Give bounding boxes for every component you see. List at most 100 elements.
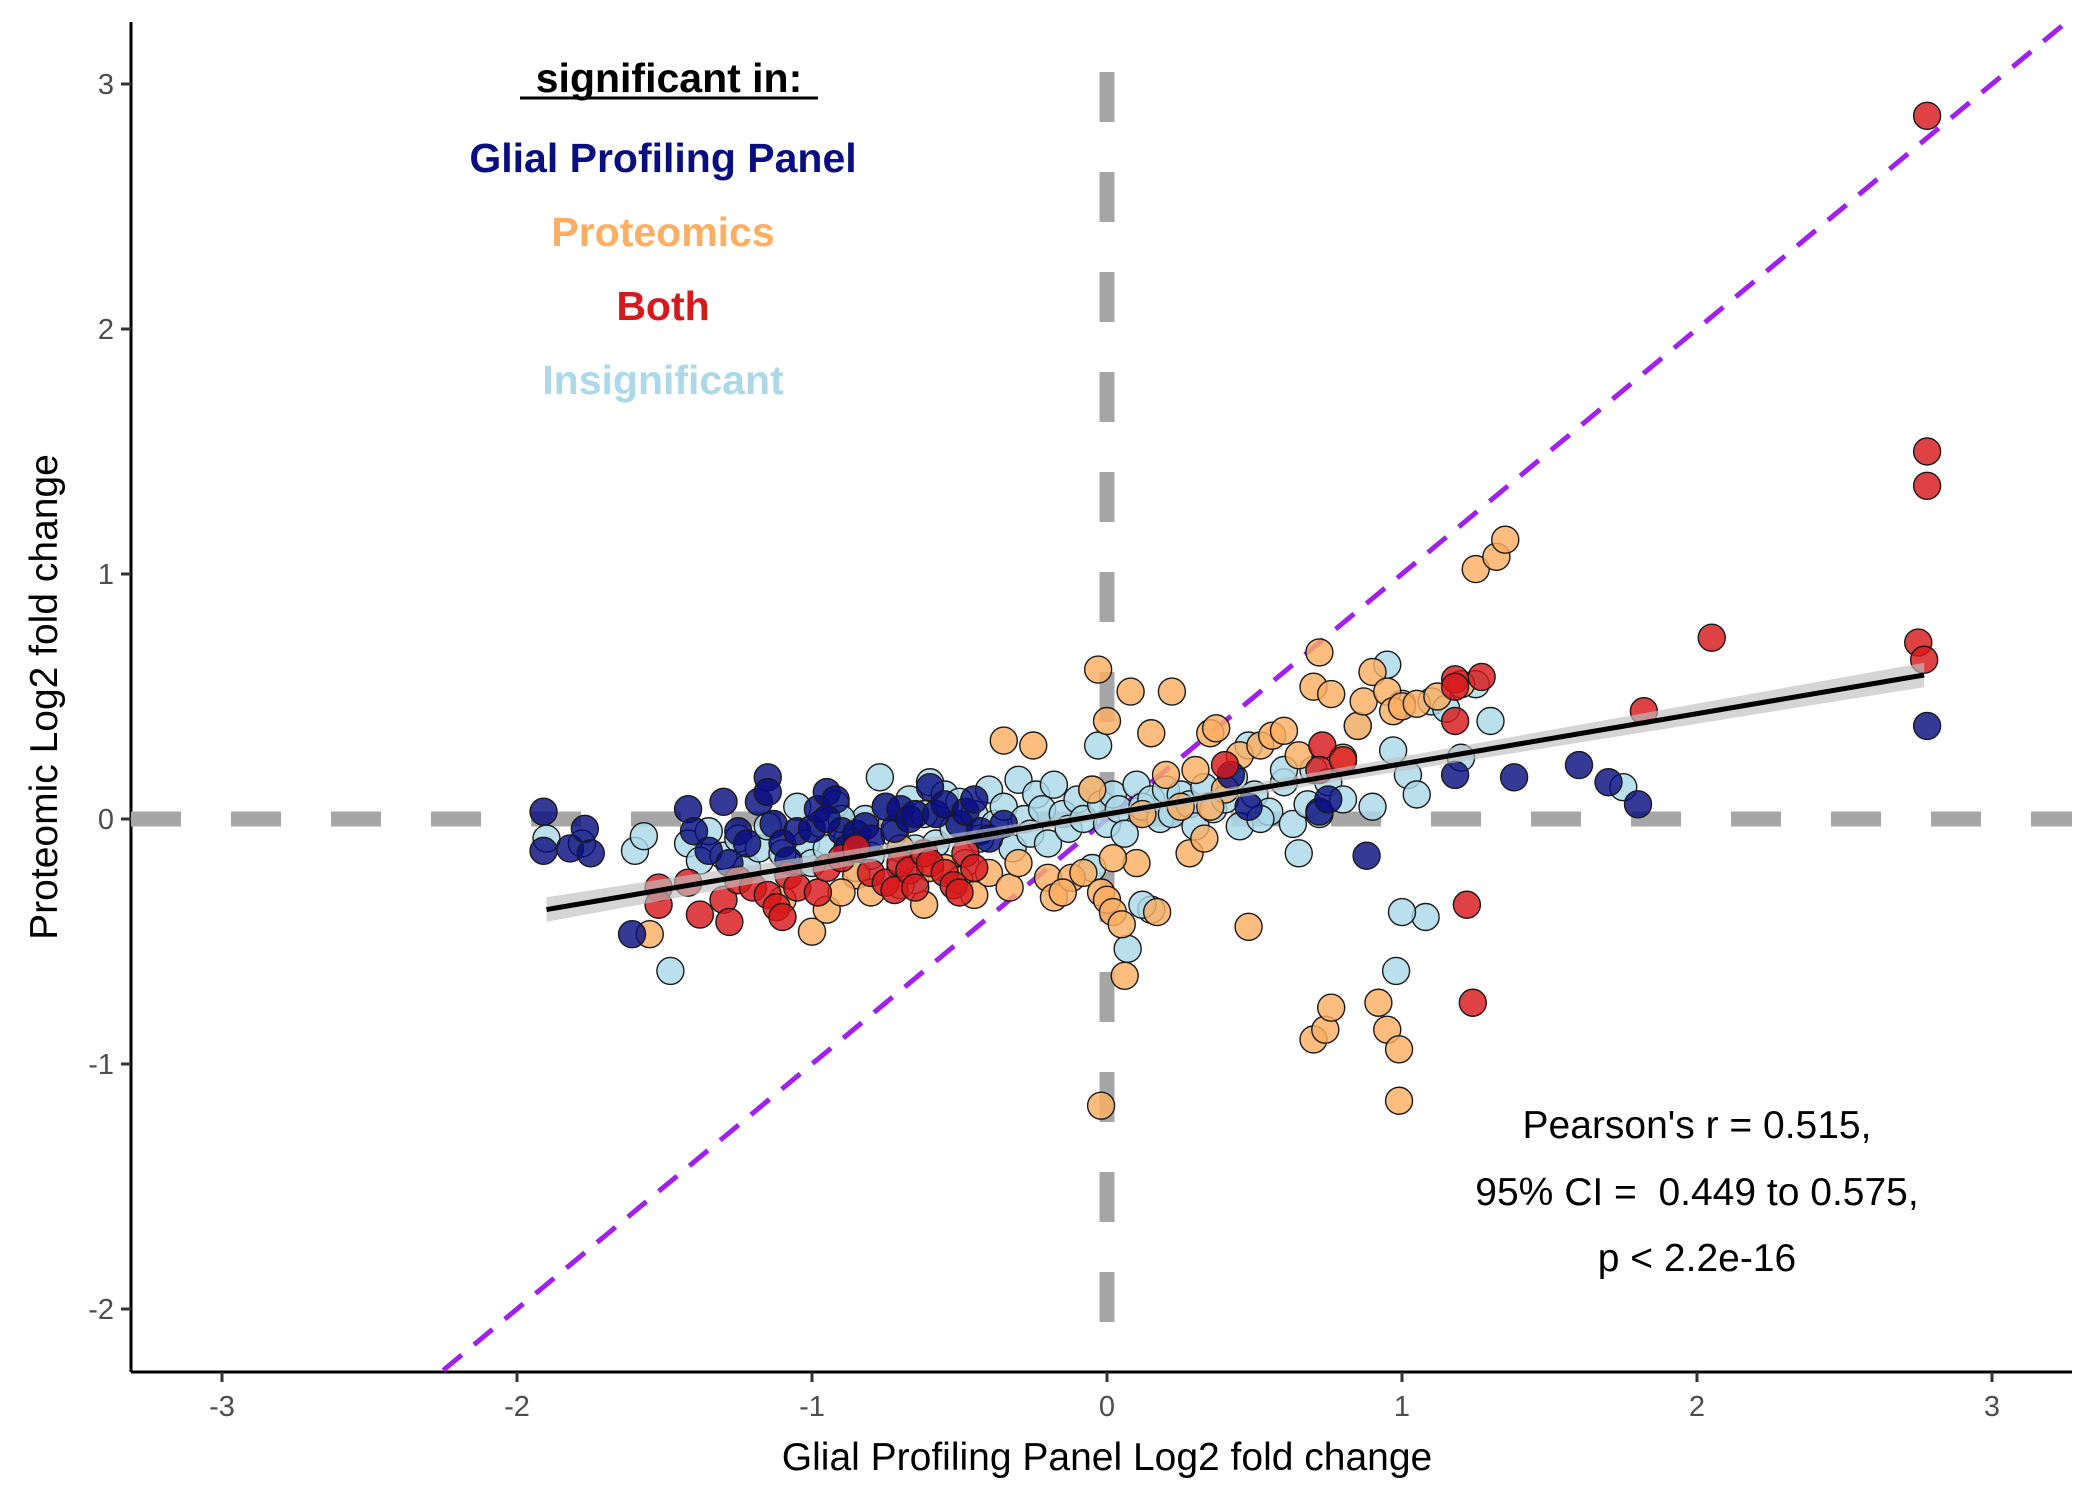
point-proteomics [1098,844,1128,873]
point-glial-profiling-panel [1594,768,1623,797]
legend-entry-insignificant: Insignificant [542,357,784,403]
point-insignificant [865,763,895,792]
legend-entry-proteomics: Proteomics [551,209,774,255]
legend-entry-glial-profiling-panel: Glial Profiling Panel [469,135,856,181]
point-proteomics [1316,993,1346,1022]
point-glial-profiling-panel [570,814,600,843]
x-tick-label: -2 [504,1391,530,1423]
point-both [945,878,974,907]
point-insignificant [1110,819,1139,848]
point-proteomics [1004,848,1033,878]
y-tick-label: -2 [88,1294,114,1326]
point-insignificant [629,821,659,851]
x-tick-label: -1 [799,1391,825,1423]
point-both [1440,672,1470,701]
point-both [1440,706,1470,736]
x-tick-label: 0 [1099,1391,1115,1423]
point-proteomics [1316,679,1346,709]
point-proteomics [1305,638,1334,667]
point-proteomics [1234,912,1263,941]
point-glial-profiling-panel [617,919,647,949]
point-proteomics [1364,988,1393,1017]
point-both [685,900,715,929]
point-insignificant [1387,897,1417,927]
point-both [1452,890,1482,919]
point-glial-profiling-panel [1314,785,1343,814]
point-both [1467,662,1496,692]
y-tick-label: -1 [88,1049,114,1081]
point-proteomics [1190,824,1219,853]
point-proteomics [1201,714,1231,743]
point-proteomics [1116,677,1145,706]
point-proteomics [1181,755,1210,785]
point-proteomics [1269,716,1299,745]
point-both [1912,471,1942,500]
point-glial-profiling-panel [709,787,738,817]
legend-entry-both: Both [616,283,709,329]
stats-line-pvalue: p < 2.2e-16 [1598,1237,1796,1280]
point-proteomics [1122,848,1151,878]
y-tick-label: 3 [98,69,114,101]
point-proteomics [1343,711,1372,741]
point-proteomics [1384,1086,1414,1115]
stats-annotation: Pearson's r = 0.515, 95% CI = 0.449 to 0… [1475,1104,1918,1280]
point-insignificant [1284,839,1313,868]
point-insignificant [1411,902,1440,932]
point-glial-profiling-panel [679,817,709,846]
point-both [960,853,989,883]
point-proteomics [1491,525,1520,554]
point-insignificant [1039,770,1069,799]
point-both [1912,101,1942,131]
point-proteomics [1107,910,1136,939]
point-insignificant [656,956,685,986]
point-glial-profiling-panel [1623,790,1653,819]
identity-line [441,20,2068,1373]
axis-ticks: -3 -2 -1 0 1 2 3 -2 -1 0 1 2 3 [88,69,2000,1423]
point-glial-profiling-panel [529,797,558,826]
point-glial-profiling-panel [576,839,605,868]
x-tick-label: 1 [1394,1391,1410,1423]
point-insignificant [1083,731,1113,760]
point-glial-profiling-panel [812,804,841,834]
point-proteomics [1110,961,1139,990]
point-both [901,873,930,902]
point-glial-profiling-panel [529,836,558,866]
x-tick-label: 3 [1984,1391,2000,1423]
point-proteomics [1048,878,1077,907]
point-both [803,878,833,907]
point-proteomics [1358,657,1387,687]
point-proteomics [995,873,1024,902]
point-both [768,902,797,932]
point-proteomics [1137,719,1166,748]
stats-line-ci: 95% CI = 0.449 to 0.575, [1475,1171,1918,1214]
point-proteomics [797,917,827,946]
y-tick-label: 2 [98,314,114,346]
point-proteomics [1157,677,1187,706]
x-axis-title: Glial Profiling Panel Log2 fold change [782,1436,1432,1479]
point-glial-profiling-panel [732,829,762,858]
point-glial-profiling-panel [1440,760,1470,790]
point-both [715,907,744,937]
point-proteomics [989,726,1018,755]
point-proteomics [1092,706,1122,736]
point-proteomics [1151,760,1181,790]
legend: significant in: Glial Profiling Panel Pr… [469,55,856,403]
point-insignificant [1476,706,1505,736]
y-tick-label: 0 [98,804,114,836]
y-axis-title: Proteomic Log2 fold change [23,454,66,940]
point-insignificant [1113,934,1142,964]
point-proteomics [1086,1091,1116,1120]
point-proteomics [1078,775,1107,804]
point-proteomics [1019,731,1048,760]
point-glial-profiling-panel [753,777,782,807]
point-glial-profiling-panel [1564,750,1594,780]
regression-line [546,672,1925,912]
stats-line-pearson: Pearson's r = 0.515, [1523,1104,1872,1147]
legend-title: significant in: [536,55,803,101]
point-both [1697,623,1726,652]
y-tick-label: 1 [98,559,114,591]
point-insignificant [1402,780,1431,809]
point-glial-profiling-panel [1499,763,1529,792]
point-insignificant [1358,792,1387,821]
